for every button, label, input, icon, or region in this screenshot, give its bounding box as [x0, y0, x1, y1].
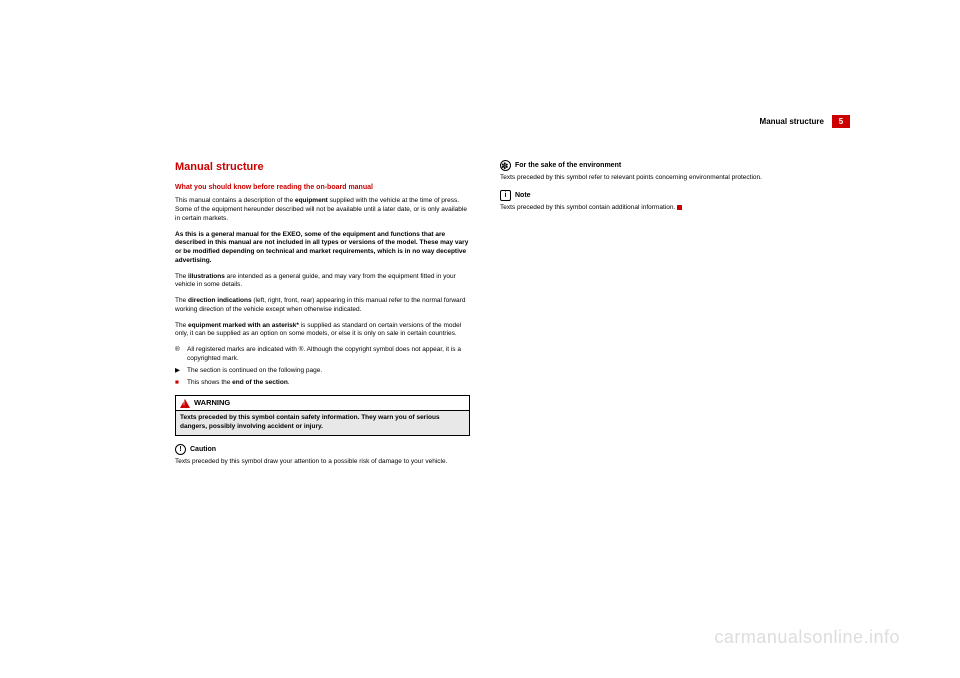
- bullet-3: ■ This shows the end of the section.: [175, 379, 470, 388]
- environment-header: For the sake of the environment: [500, 160, 795, 171]
- paragraph-5: The equipment marked with an asterisk* i…: [175, 322, 470, 340]
- paragraph-3: The illustrations are intended as a gene…: [175, 273, 470, 291]
- environment-icon: [500, 160, 511, 171]
- p3-b: illustrations: [188, 273, 225, 280]
- bullet-1: ® All registered marks are indicated wit…: [175, 346, 470, 364]
- caution-icon: !: [175, 444, 186, 455]
- page-header: Manual structure 5: [760, 115, 850, 128]
- content-area: Manual structure What you should know be…: [175, 160, 795, 474]
- p4-b: direction indications: [188, 297, 252, 304]
- left-column: Manual structure What you should know be…: [175, 160, 470, 474]
- bullet-1-text: All registered marks are indicated with …: [187, 346, 470, 364]
- note-body-text: Texts preceded by this symbol contain ad…: [500, 204, 675, 211]
- warning-triangle-icon: [180, 399, 190, 408]
- paragraph-1: This manual contains a description of th…: [175, 197, 470, 223]
- bullet-2: ▶ The section is continued on the follow…: [175, 367, 470, 376]
- note-header: i Note: [500, 190, 795, 201]
- p1-a: This manual contains a description of th…: [175, 197, 295, 204]
- b3-c: .: [288, 379, 290, 386]
- p1-b: equipment: [295, 197, 328, 204]
- bullet-3-text: This shows the end of the section.: [187, 379, 290, 388]
- continue-icon: ▶: [175, 367, 187, 376]
- b3-a: This shows the: [187, 379, 232, 386]
- environment-body: Texts preceded by this symbol refer to r…: [500, 174, 795, 183]
- p3-a: The: [175, 273, 188, 280]
- header-section-label: Manual structure: [760, 117, 824, 126]
- caution-label: Caution: [190, 445, 216, 454]
- paragraph-2: As this is a general manual for the EXEO…: [175, 231, 470, 266]
- p4-a: The: [175, 297, 188, 304]
- environment-label: For the sake of the environment: [515, 161, 621, 170]
- end-section-icon: ■: [175, 379, 187, 388]
- note-label: Note: [515, 191, 531, 200]
- note-icon: i: [500, 190, 511, 201]
- warning-header: WARNING: [176, 396, 469, 410]
- p5-b: equipment marked with an asterisk*: [188, 322, 299, 329]
- p5-a: The: [175, 322, 188, 329]
- paragraph-4: The direction indications (left, right, …: [175, 297, 470, 315]
- caution-header: ! Caution: [175, 444, 470, 455]
- watermark: carmanualsonline.info: [714, 627, 900, 648]
- warning-body: Texts preceded by this symbol contain sa…: [176, 410, 469, 435]
- caution-body: Texts preceded by this symbol draw your …: [175, 458, 470, 467]
- right-column: For the sake of the environment Texts pr…: [500, 160, 795, 474]
- page-number-badge: 5: [832, 115, 850, 128]
- end-square-icon: [677, 205, 682, 210]
- bullet-2-text: The section is continued on the followin…: [187, 367, 322, 376]
- registered-icon: ®: [175, 346, 187, 364]
- warning-label: WARNING: [194, 398, 230, 408]
- page-title: Manual structure: [175, 160, 470, 175]
- b3-b: end of the section: [232, 379, 288, 386]
- page-subtitle: What you should know before reading the …: [175, 183, 470, 192]
- warning-box: WARNING Texts preceded by this symbol co…: [175, 395, 470, 436]
- note-body: Texts preceded by this symbol contain ad…: [500, 204, 795, 213]
